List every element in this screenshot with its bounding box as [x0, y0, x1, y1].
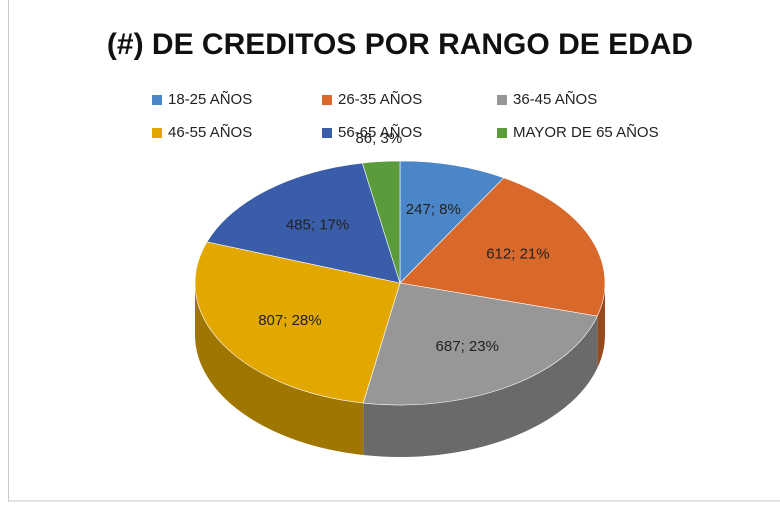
slice: [361, 160, 401, 284]
legend-label: 18-25 AÑOS: [168, 91, 252, 108]
slice: [399, 177, 606, 317]
legend-label: 56-65 AÑOS: [338, 124, 422, 141]
frame: [8, 0, 780, 502]
data-label: 687; 23%: [436, 338, 499, 355]
slice: [362, 282, 598, 406]
slice: [399, 160, 505, 284]
legend-swatch: [497, 95, 507, 105]
legend-swatch: [152, 95, 162, 105]
legend-swatch: [152, 128, 162, 138]
data-label: 86; 3%: [355, 130, 402, 147]
slice-side: [597, 283, 605, 369]
legend-label: 46-55 AÑOS: [168, 124, 252, 141]
data-label: 612; 21%: [486, 246, 549, 263]
data-label: 247; 8%: [406, 201, 461, 218]
data-label: 807; 28%: [258, 312, 321, 329]
slice-side: [195, 283, 364, 456]
slice: [194, 241, 401, 404]
legend-swatch: [322, 95, 332, 105]
legend-swatch: [497, 128, 507, 138]
legend-label: 36-45 AÑOS: [513, 91, 597, 108]
legend-label: MAYOR DE 65 AÑOS: [513, 124, 659, 141]
slice: [206, 162, 401, 284]
legend-label: 26-35 AÑOS: [338, 91, 422, 108]
slice-side: [363, 316, 598, 457]
data-label: 485; 17%: [286, 216, 349, 233]
chart-title: (#) DE CREDITOS POR RANGO DE EDAD: [107, 28, 693, 61]
legend-swatch: [322, 128, 332, 138]
